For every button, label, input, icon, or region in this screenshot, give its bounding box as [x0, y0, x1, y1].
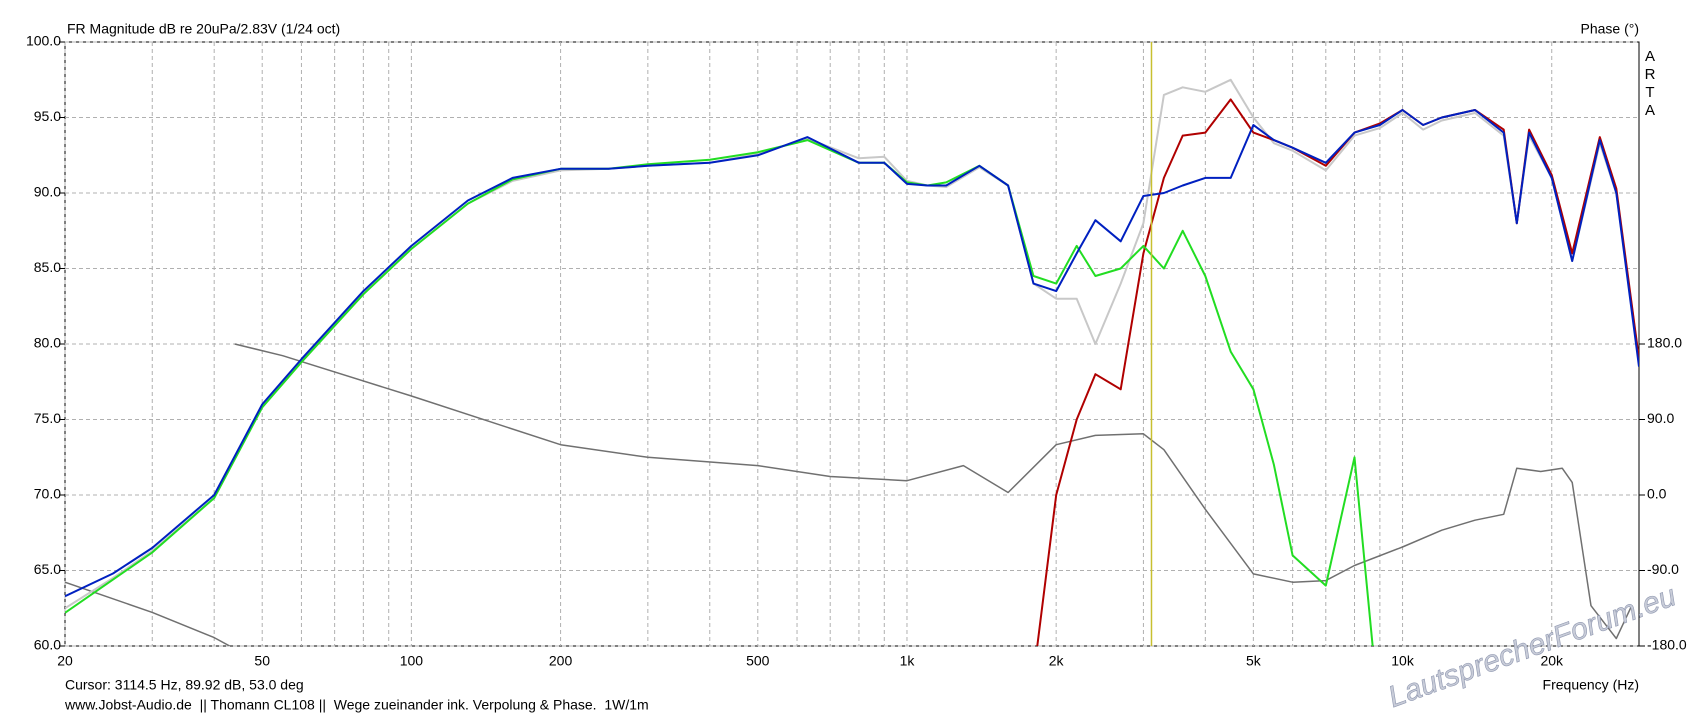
x-tick-label: 2k	[1049, 653, 1065, 669]
magnitude-line	[1036, 98, 1639, 646]
y2-tick-label: -90.0	[1647, 561, 1679, 577]
brand: ARTA	[1642, 48, 1659, 120]
x-tick-label: 200	[549, 653, 573, 669]
x-tick-label: 10k	[1391, 653, 1415, 669]
y-tick-label: 75.0	[34, 410, 61, 426]
y-tick-label: 65.0	[34, 561, 61, 577]
x-tick-label: 20	[57, 653, 73, 669]
magnitude-line	[65, 109, 1639, 598]
y2-tick-label: 180.0	[1647, 335, 1682, 351]
y-tick-label: 80.0	[34, 335, 61, 351]
y-tick-label: 60.0	[34, 637, 61, 653]
x-tick-label: 5k	[1246, 653, 1262, 669]
y-tick-label: 95.0	[34, 108, 61, 124]
footer: www.Jobst-Audio.de || Thomann CL108 || W…	[64, 697, 649, 713]
x-tick-label: 500	[746, 653, 770, 669]
x-tick-label: 50	[254, 653, 270, 669]
y2-tick-label: -180.0	[1647, 637, 1687, 653]
y2-axis-label: Phase (°)	[1580, 21, 1639, 37]
x-tick-label: 20k	[1540, 653, 1564, 669]
phase-line	[65, 343, 1633, 646]
chart-title: FR Magnitude dB re 20uPa/2.83V (1/24 oct…	[67, 21, 340, 37]
y-tick-label: 100.0	[26, 33, 61, 49]
y2-tick-label: 0.0	[1647, 486, 1667, 502]
x-tick-label: 1k	[900, 653, 916, 669]
y-tick-label: 70.0	[34, 486, 61, 502]
cursor-readout: Cursor: 3114.5 Hz, 89.92 dB, 53.0 deg	[65, 677, 304, 693]
y2-tick-label: 90.0	[1647, 410, 1674, 426]
y-tick-label: 90.0	[34, 184, 61, 200]
y-tick-label: 85.0	[34, 259, 61, 275]
x-axis-label: Frequency (Hz)	[1543, 677, 1639, 693]
x-tick-label: 100	[400, 653, 424, 669]
plot-lines	[65, 42, 1639, 646]
